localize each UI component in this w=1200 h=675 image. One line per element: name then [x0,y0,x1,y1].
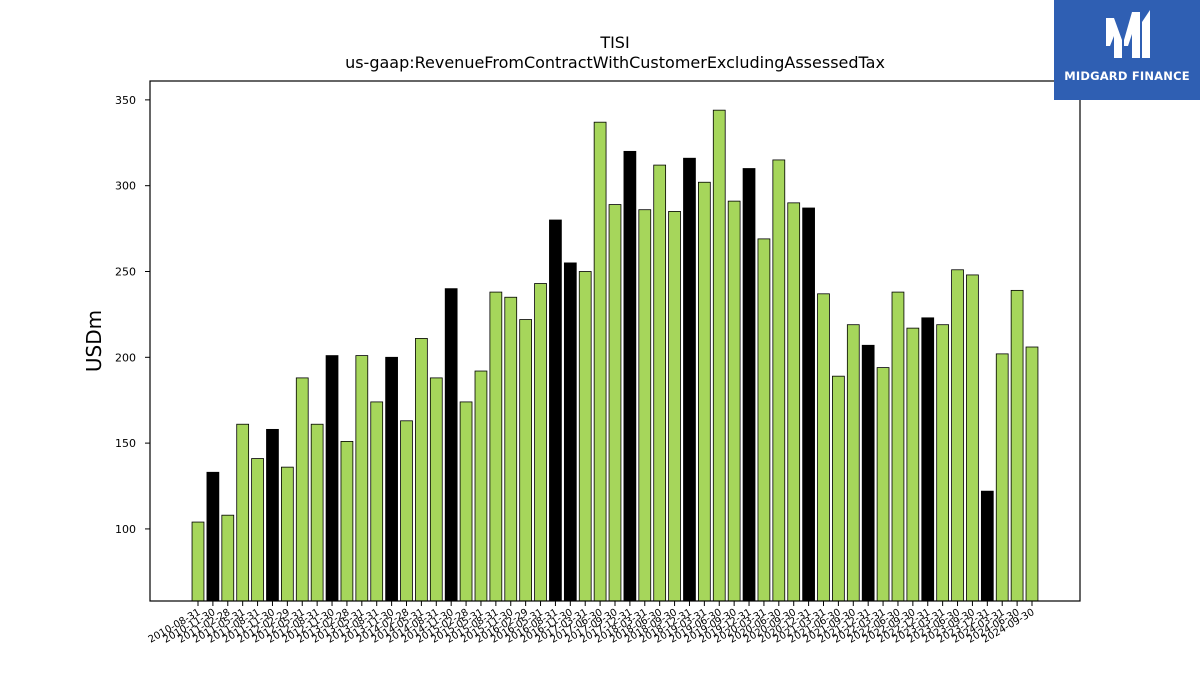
bar [608,204,622,602]
bar [340,440,354,602]
bar [802,207,815,602]
bar [563,262,577,602]
bar [936,324,950,602]
bar [712,109,726,602]
bar [400,420,413,602]
bar [415,338,428,602]
bar [861,344,875,602]
bar [578,271,592,602]
bar [474,370,488,602]
bar [1025,346,1039,602]
bar [236,423,250,602]
bar [1010,289,1024,602]
y-tick-label: 350 [115,94,136,107]
bar [355,355,369,602]
midgard-m-logo-icon [1106,10,1150,58]
bar [698,181,711,602]
y-tick-label: 300 [115,180,136,193]
bar [817,293,830,602]
bar [489,291,503,602]
bar [459,401,473,602]
plot-frame [149,80,1081,602]
bar [921,317,935,602]
x-axis: 2010-08-312010-11-302011-02-282011-05-31… [147,601,1037,646]
bar [832,375,845,602]
bar [876,367,890,602]
chart-subtitle: us-gaap:RevenueFromContractWithCustomerE… [345,53,885,72]
bar [951,269,964,602]
bar [742,168,756,602]
chart-title: TISI [599,33,629,52]
bar [995,353,1009,602]
bar [325,355,339,602]
bar [191,521,205,602]
y-axis-label: USDm [82,310,106,372]
bar [549,219,562,602]
bar [534,283,547,602]
bar [519,319,533,602]
bar-series [191,109,1039,602]
bar [683,157,696,602]
bar [251,458,264,602]
y-tick-label: 250 [115,265,136,278]
bar [980,490,994,602]
bar [370,401,384,602]
bar [757,238,771,602]
y-tick-label: 100 [115,523,136,536]
bar [846,324,860,602]
bar [668,211,681,602]
y-axis: 100 150 200 250 300 350 [115,94,150,536]
bar [280,466,294,602]
bar [504,296,518,602]
bar [727,200,741,602]
bar [593,121,607,602]
bar [295,377,309,602]
y-tick-label: 150 [115,437,136,450]
bar [266,428,279,602]
bar [891,291,905,602]
bar [653,164,667,602]
bar [966,274,979,602]
brand-logo: MIDGARD FINANCE [1054,0,1200,100]
bar [385,356,398,602]
bar [429,377,443,602]
bar [772,159,786,602]
bar [906,327,920,602]
bar [444,288,458,602]
y-tick-label: 200 [115,351,136,364]
bar [638,209,652,602]
bar [787,202,801,602]
bar [310,423,324,602]
brand-name: MIDGARD FINANCE [1064,69,1190,83]
bar [221,514,235,602]
bar [623,150,637,602]
bar [206,471,220,602]
